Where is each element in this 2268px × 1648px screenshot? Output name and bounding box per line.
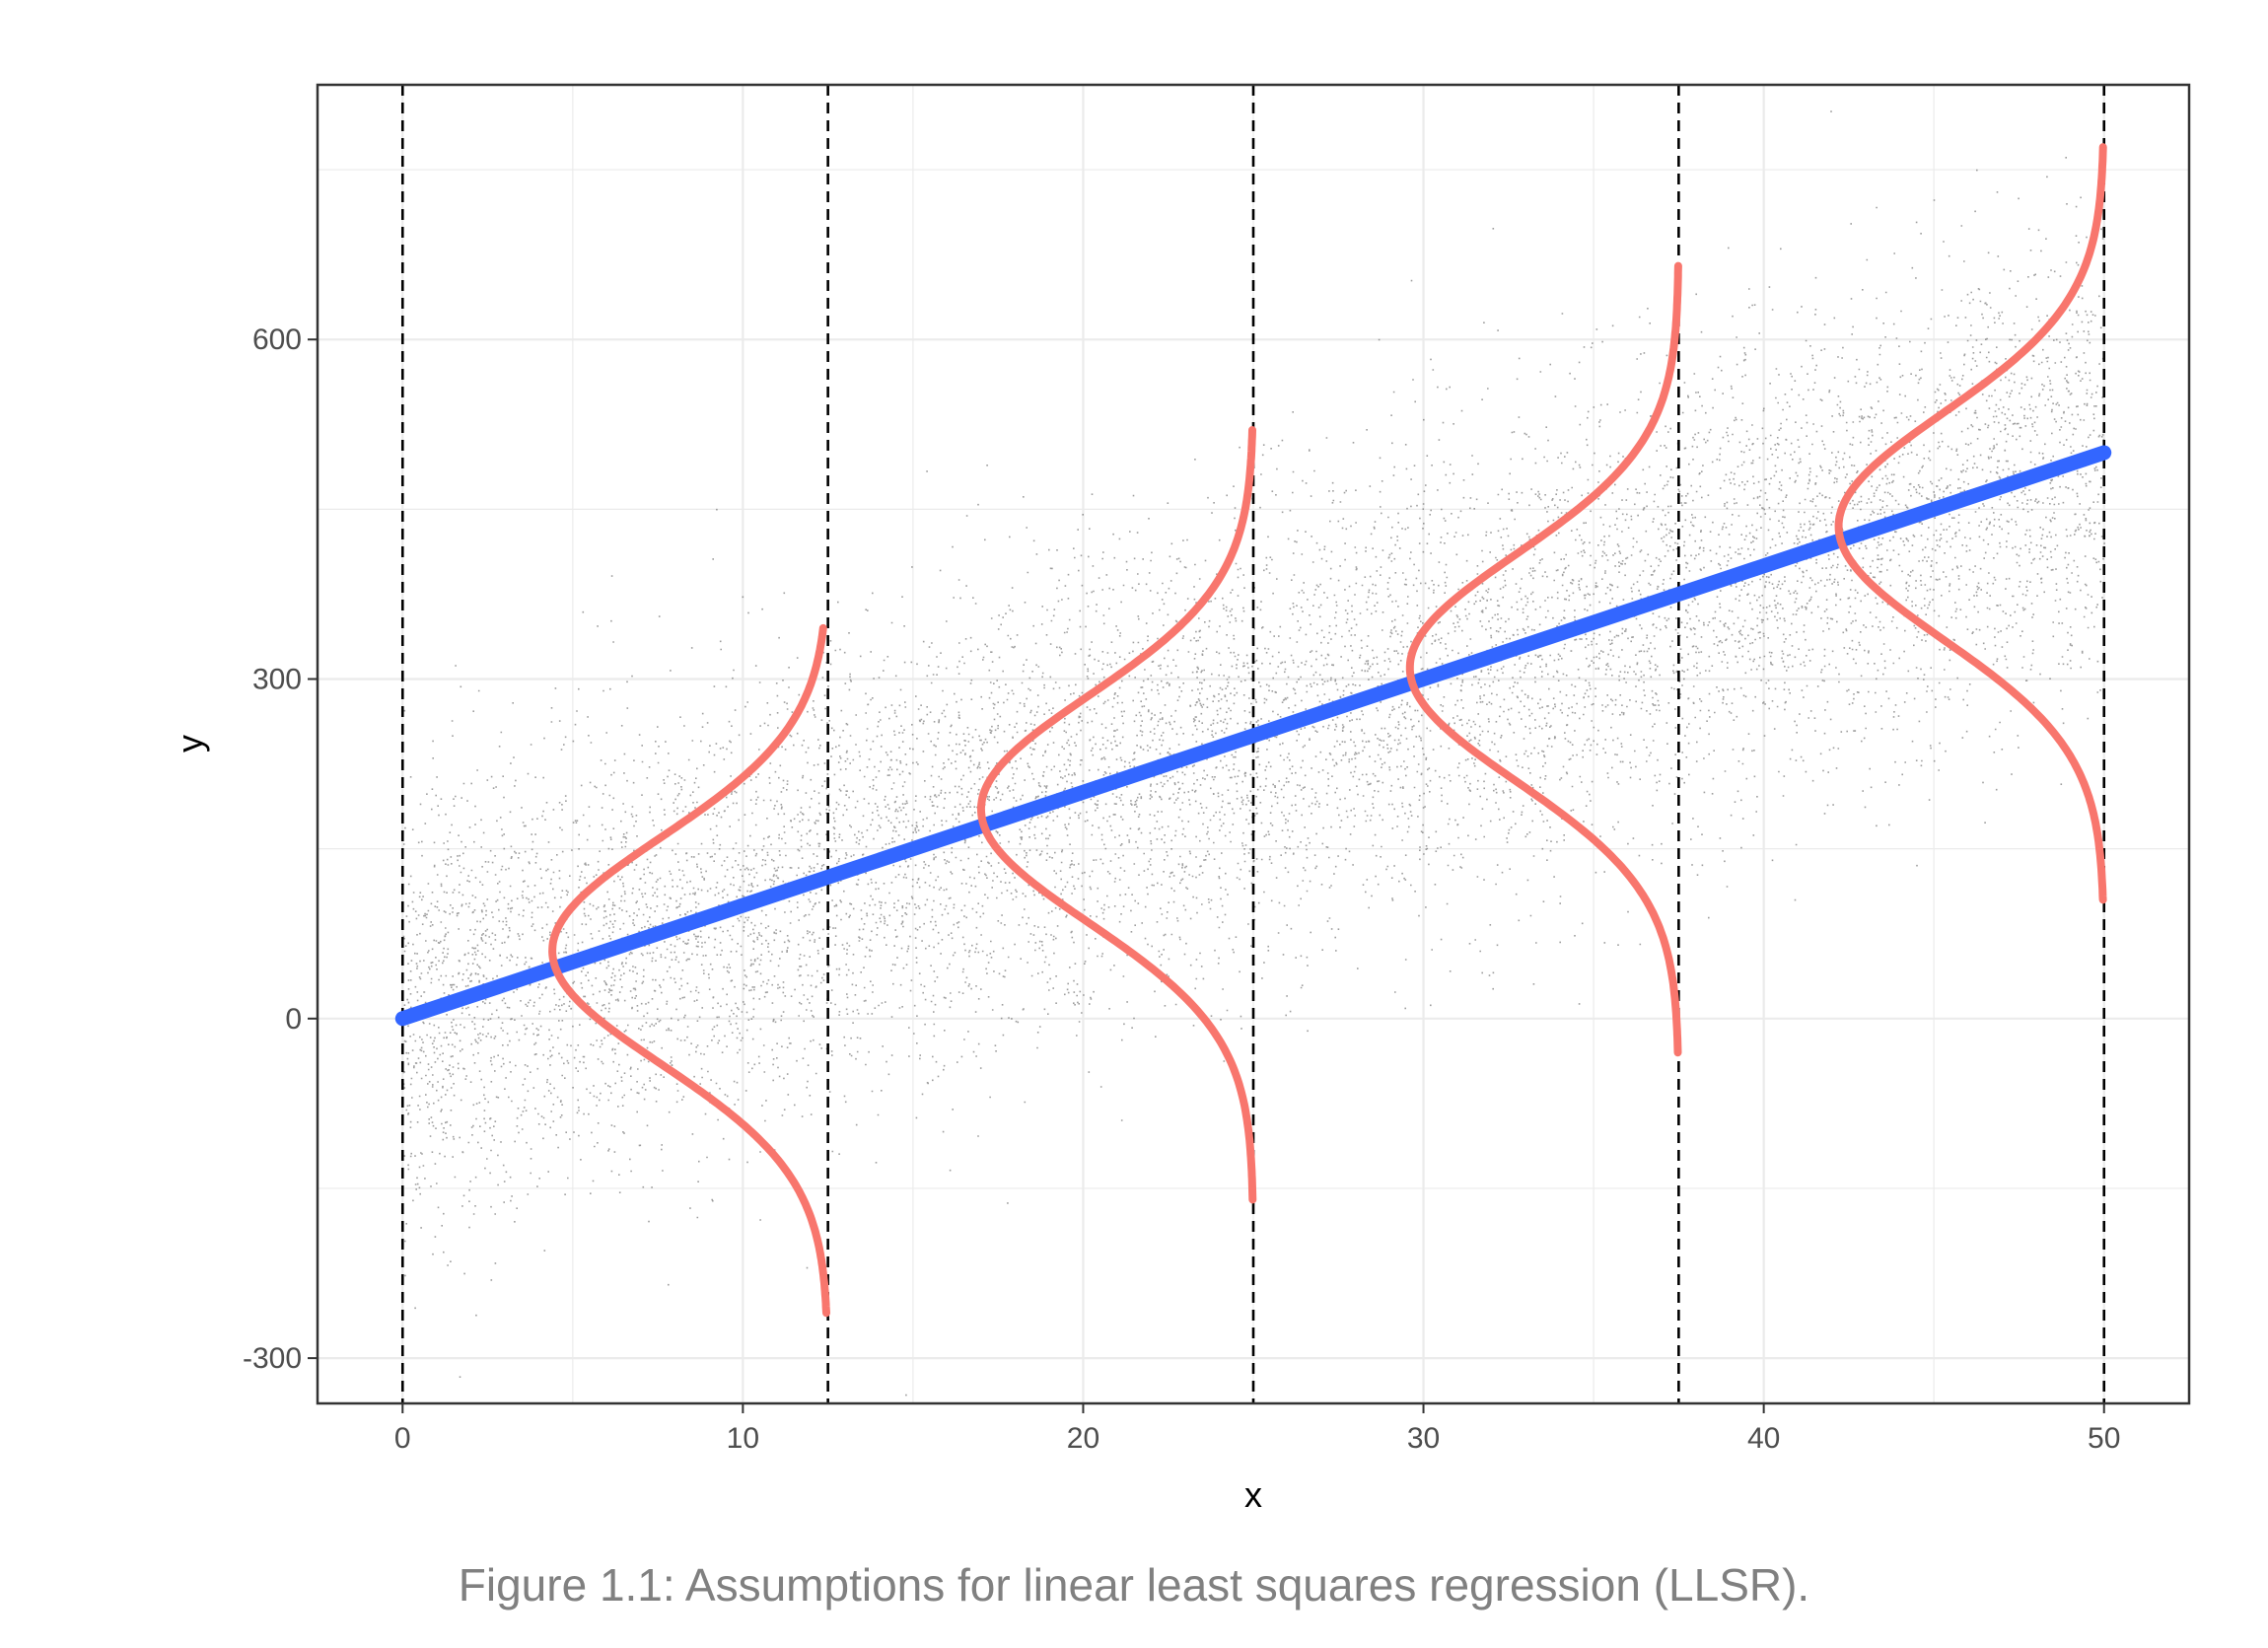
density-curve — [976, 426, 1257, 1204]
x-tick-label: 30 — [1407, 1422, 1440, 1455]
y-tick-label: 600 — [252, 323, 302, 356]
density-curve — [1834, 143, 2107, 904]
x-axis-title: x — [1244, 1474, 1262, 1515]
regression-line-segment — [394, 445, 2112, 1027]
density-curve — [548, 623, 830, 1318]
figure-caption: Figure 1.1: Assumptions for linear least… — [458, 1559, 1810, 1611]
panel-border — [316, 83, 2191, 1405]
y-tick-label: -300 — [243, 1342, 302, 1375]
y-tick-label: 300 — [252, 664, 302, 696]
density-curve — [1405, 261, 1682, 1057]
x-tick-label: 10 — [727, 1422, 759, 1455]
x-axis: 0 10 20 30 40 50 — [394, 1403, 2120, 1455]
y-tick-label: 0 — [285, 1003, 302, 1036]
regression-line — [394, 445, 2112, 1027]
x-tick-label: 0 — [394, 1422, 411, 1455]
x-tick-label: 20 — [1067, 1422, 1099, 1455]
y-axis-title: y — [170, 735, 210, 752]
y-axis: -300 0 300 600 — [243, 323, 318, 1375]
density-curves — [548, 143, 2107, 1318]
x-tick-label: 40 — [1747, 1422, 1780, 1455]
x-tick-label: 50 — [2088, 1422, 2120, 1455]
